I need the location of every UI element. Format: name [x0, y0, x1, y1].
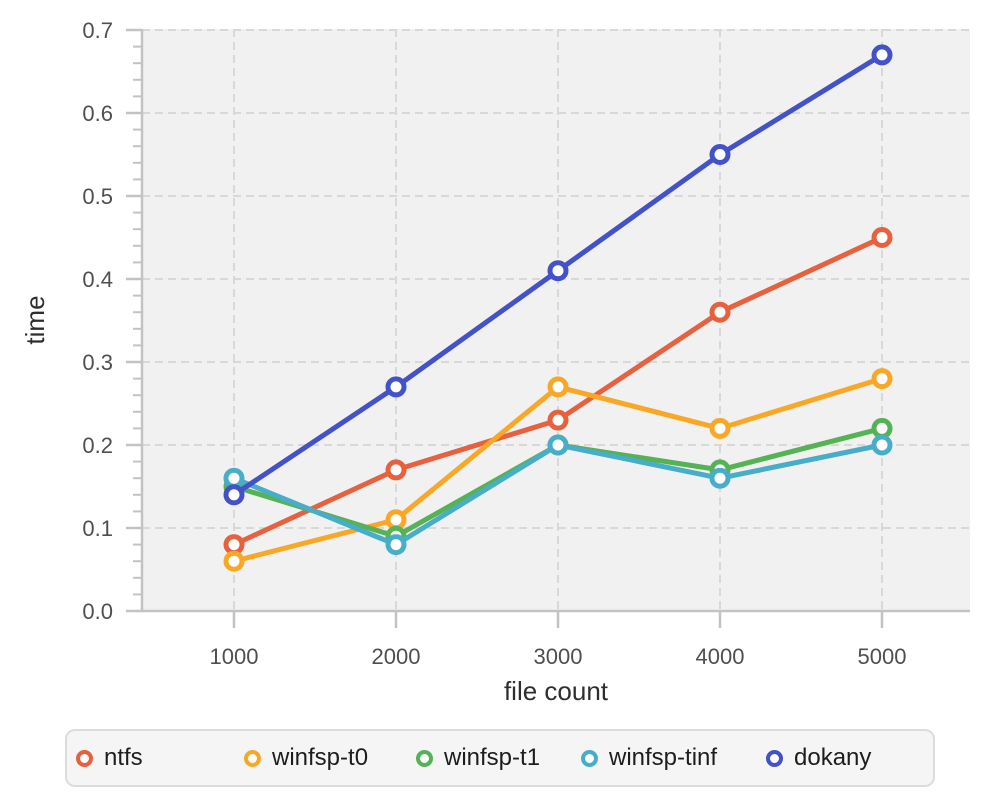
data-point-ntfs-3000 — [547, 409, 569, 431]
y-tick-label: 0.6 — [82, 101, 113, 126]
data-point-winfsp-t0-4000 — [709, 417, 731, 439]
y-tick-label: 0.7 — [82, 18, 113, 43]
winfsp-tinf-marker-icon — [581, 749, 598, 767]
data-point-dokany-5000 — [871, 44, 893, 66]
winfsp-t0-marker-icon — [244, 749, 261, 767]
dokany-marker-icon — [766, 749, 783, 767]
legend-label: winfsp-t0 — [272, 744, 369, 771]
x-axis-title: file count — [504, 676, 609, 706]
x-tick-label: 1000 — [210, 644, 259, 669]
data-point-ntfs-5000 — [871, 227, 893, 248]
data-point-dokany-2000 — [385, 376, 407, 398]
y-tick-label: 0.3 — [82, 350, 113, 375]
y-tick-label: 0.2 — [82, 433, 113, 458]
data-point-winfsp-tinf-1000 — [223, 467, 245, 489]
legend-label: ntfs — [104, 744, 143, 771]
data-point-winfsp-t0-1000 — [223, 550, 245, 572]
data-point-winfsp-tinf-3000 — [547, 434, 569, 456]
legend-label: winfsp-t1 — [444, 744, 541, 771]
y-tick-label: 0.1 — [82, 516, 113, 541]
data-point-ntfs-2000 — [385, 459, 407, 481]
y-tick-label: 0.0 — [82, 599, 113, 624]
data-point-dokany-1000 — [223, 484, 245, 506]
data-point-dokany-3000 — [547, 260, 569, 282]
winfsp-t1-marker-icon — [416, 749, 433, 767]
data-point-winfsp-t1-5000 — [871, 417, 893, 439]
y-axis-title: time — [20, 295, 50, 344]
data-point-winfsp-tinf-4000 — [709, 467, 731, 489]
data-point-dokany-4000 — [709, 144, 731, 165]
legend-item-winfsp-tinf: winfsp-tinf — [581, 746, 766, 770]
legend-item-winfsp-t1: winfsp-t1 — [416, 746, 581, 770]
legend-item-dokany: dokany — [766, 746, 871, 770]
data-point-ntfs-4000 — [709, 301, 731, 323]
x-tick-label: 3000 — [534, 644, 583, 669]
legend-label: winfsp-tinf — [609, 744, 718, 771]
x-tick-label: 2000 — [372, 644, 421, 669]
data-point-ntfs-1000 — [223, 534, 245, 556]
y-tick-label: 0.5 — [82, 184, 113, 209]
x-tick-label: 5000 — [858, 644, 907, 669]
x-tick-label: 4000 — [696, 644, 745, 669]
legend-item-winfsp-t0: winfsp-t0 — [244, 746, 416, 770]
legend-label: dokany — [794, 744, 872, 771]
data-point-winfsp-t0-2000 — [385, 509, 407, 531]
legend: ntfs winfsp-t0 winfsp-t1 winfsp-tinf dok… — [65, 729, 935, 787]
data-point-winfsp-tinf-5000 — [871, 434, 893, 456]
data-point-winfsp-t0-3000 — [547, 376, 569, 398]
legend-item-ntfs: ntfs — [76, 746, 244, 770]
y-tick-label: 0.4 — [82, 267, 113, 292]
ntfs-marker-icon — [76, 749, 93, 767]
data-point-winfsp-t0-5000 — [871, 368, 893, 390]
plot-background — [142, 29, 970, 611]
data-point-winfsp-tinf-2000 — [385, 534, 407, 556]
